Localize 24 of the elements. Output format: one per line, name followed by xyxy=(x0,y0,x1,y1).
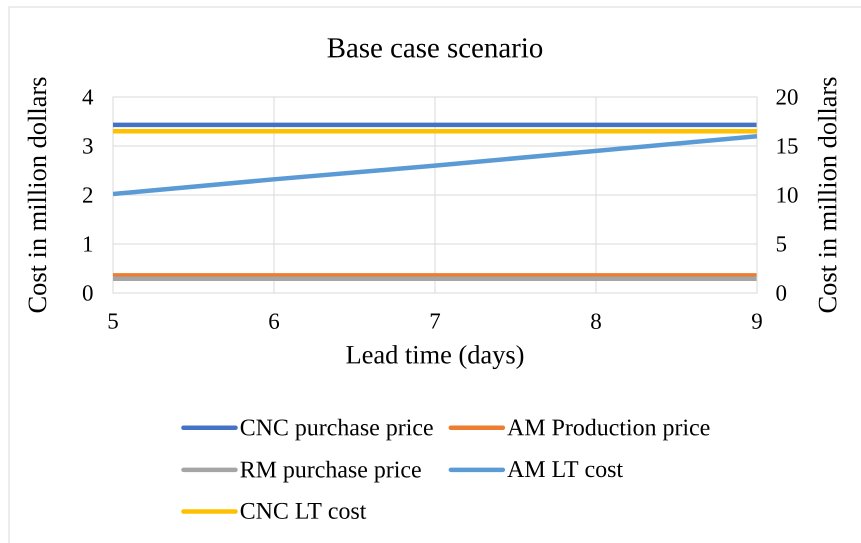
x-axis-title: Lead time (days) xyxy=(346,345,524,370)
y-tick-label: 1 xyxy=(84,236,92,252)
legend-label: CNC LT cost xyxy=(240,502,366,519)
y-tick-label: 2 xyxy=(83,187,92,203)
y2-tick-label: 5 xyxy=(776,236,786,252)
y-tick-label: 0 xyxy=(82,285,93,301)
x-tick-label: 7 xyxy=(430,314,440,329)
x-tick-label: 6 xyxy=(269,314,280,329)
x-tick-label: 8 xyxy=(591,314,601,329)
y2-axis-title: Cost in million dollars xyxy=(818,77,836,312)
y2-tick-label: 0 xyxy=(776,285,786,301)
x-tick-label: 9 xyxy=(752,314,762,329)
legend-label: AM Production price xyxy=(507,418,710,440)
y2-tick-label: 20 xyxy=(776,89,798,105)
chart-title: Base case scenario xyxy=(328,38,542,58)
y-axis-title: Cost in million dollars xyxy=(28,77,46,312)
y-tick-label: 4 xyxy=(82,89,94,105)
y2-tick-label: 10 xyxy=(778,187,798,203)
legend-label: AM LT cost xyxy=(507,461,623,478)
x-tick-label: 5 xyxy=(108,314,118,329)
legend-label: RM purchase price xyxy=(240,460,421,482)
y-tick-label: 3 xyxy=(83,138,93,154)
legend-label: CNC purchase price xyxy=(240,418,433,440)
y2-tick-label: 15 xyxy=(778,138,798,154)
